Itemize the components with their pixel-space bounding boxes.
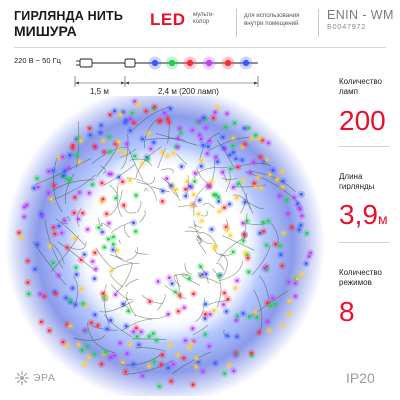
ip-rating: IP20 bbox=[346, 370, 375, 386]
era-logo-icon bbox=[14, 370, 30, 386]
product-title-line2: МИШУРА bbox=[14, 23, 77, 39]
spec-lamps-value: 200 bbox=[339, 105, 386, 136]
spec-divider bbox=[339, 242, 389, 243]
wiring-diagram bbox=[74, 56, 259, 87]
led-label: LED bbox=[150, 10, 186, 29]
garland-photo bbox=[5, 96, 325, 396]
product-title-line1: ГИРЛЯНДА НИТЬ bbox=[14, 9, 124, 23]
string-length-label: 2,4 м (200 ламп) bbox=[158, 87, 219, 96]
model-name: ENIN - WM bbox=[327, 8, 394, 22]
spec-modes-value: 8 bbox=[339, 296, 355, 327]
sku-code: Б0047972 bbox=[327, 22, 366, 31]
spec-lamps-label: Количество ламп bbox=[339, 77, 382, 96]
bulb-icon bbox=[168, 59, 176, 67]
header-divider bbox=[318, 9, 319, 37]
plug-icon bbox=[79, 58, 93, 68]
header-separator bbox=[14, 47, 386, 48]
lead-length-label: 1,5 м bbox=[90, 87, 109, 96]
bulb-icon bbox=[151, 59, 159, 67]
spec-length-value: 3,9м bbox=[339, 199, 388, 230]
led-color-note: мульти-колор bbox=[193, 12, 215, 25]
bulb-icon bbox=[205, 59, 213, 67]
header-divider bbox=[236, 9, 237, 37]
usage-note: для использования внутри помещений bbox=[244, 12, 300, 27]
bulb-icon bbox=[224, 59, 232, 67]
voltage-label: 220 В ~ 50 Гц bbox=[14, 56, 61, 65]
brand-name: ЭРА bbox=[33, 372, 56, 384]
bulb-icon bbox=[242, 59, 250, 67]
spec-divider bbox=[339, 146, 389, 147]
controller-icon bbox=[124, 58, 136, 68]
bulb-icon bbox=[186, 59, 194, 67]
spec-length-label: Длина гирлянды bbox=[339, 172, 375, 191]
bulbs-group bbox=[148, 56, 253, 70]
spec-modes-label: Количество режимов bbox=[339, 268, 382, 287]
